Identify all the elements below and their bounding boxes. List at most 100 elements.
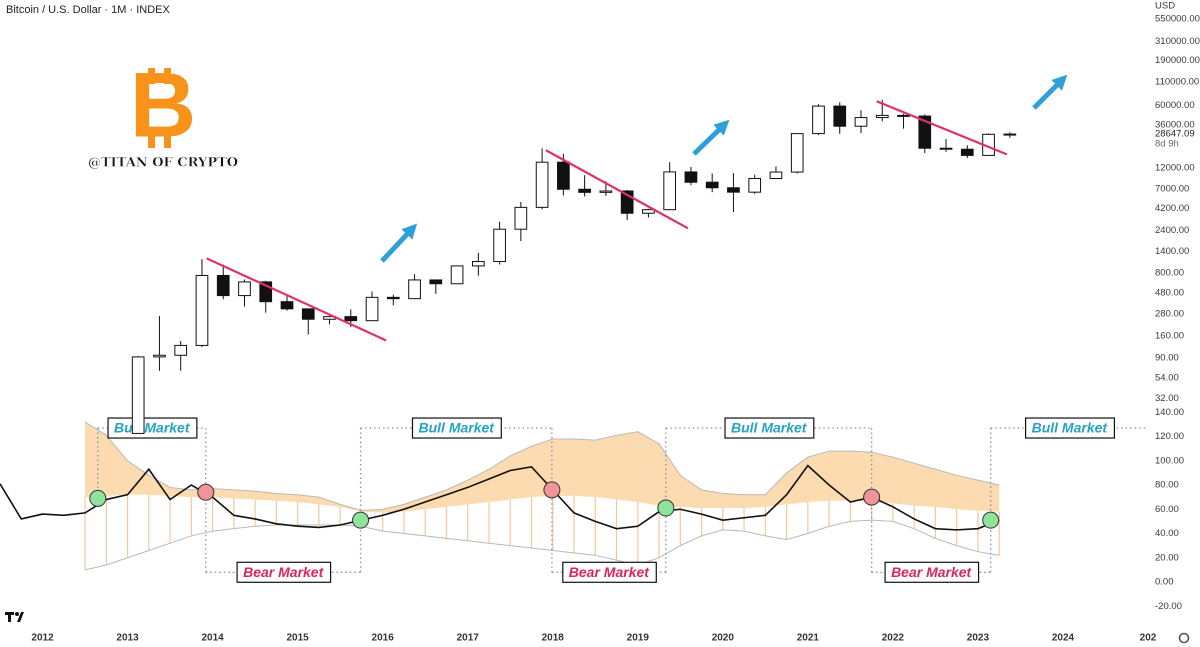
y-tick-label: 120.00	[1155, 431, 1184, 442]
region-label-box	[562, 561, 657, 583]
y-tick-label: 12000.00	[1155, 162, 1195, 173]
logo-tick	[148, 68, 155, 84]
y-tick-label: 90.00	[1155, 353, 1179, 364]
chart-title: Bitcoin / U.S. Dollar · 1M · INDEX	[6, 4, 170, 16]
region-label-box	[884, 561, 980, 583]
oscillator-pane: 140.00 120.00 100.00 80.00 60.00 40.00 20.00 0.…	[0, 407, 1184, 644]
y-tick-label: 480.00	[1155, 288, 1184, 299]
candle-body	[535, 161, 549, 208]
last-price-label: 28647.09	[1155, 129, 1195, 140]
y-tick-label: 110000.00	[1155, 76, 1199, 87]
candle-body	[642, 209, 655, 214]
candle-body	[195, 274, 209, 346]
signal-marker	[197, 483, 215, 501]
candle-body	[960, 148, 974, 156]
y-tick-label: 190000.00	[1155, 55, 1200, 66]
arrow	[1032, 74, 1068, 110]
candle-body	[153, 354, 166, 358]
x-tick-label: 2022	[882, 633, 905, 644]
signal-marker	[863, 488, 881, 506]
y-tick-label: 7000.00	[1155, 183, 1189, 194]
trendline	[206, 257, 387, 342]
y-tick-label: 2400.00	[1155, 225, 1189, 236]
candle-body	[812, 105, 825, 135]
candle-body	[769, 171, 783, 179]
y-tick-label: 54.00	[1155, 373, 1179, 384]
candle-body	[875, 114, 889, 119]
region-label: Bear Market	[569, 564, 650, 580]
y-tick-label: 40.00	[1155, 528, 1179, 539]
region-label-box	[724, 417, 815, 439]
region-label-box	[1025, 417, 1116, 439]
logo-tick	[164, 134, 171, 148]
candle-body	[748, 177, 762, 193]
logo: B	[130, 54, 196, 156]
band-lower-line	[84, 519, 1000, 571]
logo-tick	[164, 68, 171, 84]
x-tick-label: 2016	[372, 633, 395, 644]
candle-body	[344, 316, 358, 322]
y-tick-label: 20.00	[1155, 552, 1179, 563]
tv-logo	[5, 612, 24, 622]
y-tick-label: 140.00	[1155, 407, 1184, 418]
x-tick-label: 2012	[31, 633, 54, 644]
candle-body	[578, 188, 591, 193]
x-tick-label: 2013	[116, 633, 139, 644]
candle-body	[854, 117, 868, 127]
y-tick-label: 32.00	[1155, 393, 1179, 404]
region-label: Bull Market	[418, 420, 495, 436]
region-label: Bear Market	[891, 564, 972, 580]
candle-body	[216, 274, 230, 297]
trendline	[876, 100, 1008, 156]
candle-body	[557, 161, 570, 190]
arrow	[380, 223, 418, 263]
oscillator-line	[0, 464, 1000, 531]
signal-marker	[982, 511, 1000, 529]
y-tick-label: 310000.00	[1155, 36, 1200, 47]
region-label-box	[411, 417, 502, 439]
x-tick-label: 2015	[287, 633, 310, 644]
y-tick-label: 60.00	[1155, 504, 1179, 515]
candle-body	[620, 190, 634, 214]
x-tick-label: 2017	[457, 633, 480, 644]
trendline	[545, 149, 689, 230]
candle-body	[259, 281, 273, 303]
candle-body	[131, 356, 145, 434]
x-tick-label: 2019	[627, 633, 650, 644]
y-tick-label: 160.00	[1155, 330, 1184, 341]
candle-body	[238, 281, 251, 297]
signal-marker	[543, 481, 561, 499]
candle-body	[450, 265, 464, 285]
currency-label: USD	[1155, 1, 1175, 12]
arrow	[692, 119, 730, 156]
signal-marker	[352, 511, 370, 529]
candle-body	[365, 296, 379, 322]
y-tick-label: 100.00	[1155, 455, 1184, 466]
candle-body	[599, 190, 613, 193]
candle-body	[429, 279, 443, 285]
candle-body	[897, 114, 910, 117]
x-tick-label: 2024	[1052, 633, 1075, 644]
y-tick-label: 800.00	[1155, 268, 1184, 279]
x-tick-label: 2020	[712, 633, 735, 644]
candle-body	[301, 308, 315, 320]
y-tick-label: 60000.00	[1155, 100, 1195, 111]
band-fill	[85, 421, 1000, 513]
candle-body	[493, 228, 506, 263]
candle-body	[918, 115, 932, 149]
settings-icon[interactable]	[1178, 632, 1190, 644]
x-tick-label: 202	[1140, 633, 1157, 644]
region-label: Bull Market	[1032, 420, 1109, 436]
y-tick-label: 1400.00	[1155, 246, 1189, 257]
x-tick-label: 2018	[542, 633, 565, 644]
x-tick-label: 2014	[201, 633, 224, 644]
y-tick-label: 80.00	[1155, 480, 1179, 491]
y-tick-label: 280.00	[1155, 309, 1184, 320]
region-label: Bear Market	[243, 564, 324, 580]
region-label-box	[236, 561, 332, 583]
candle-body	[514, 206, 528, 230]
signal-marker	[89, 489, 107, 507]
countdown-label: 8d 9h	[1155, 139, 1179, 150]
candle-body	[280, 301, 294, 310]
